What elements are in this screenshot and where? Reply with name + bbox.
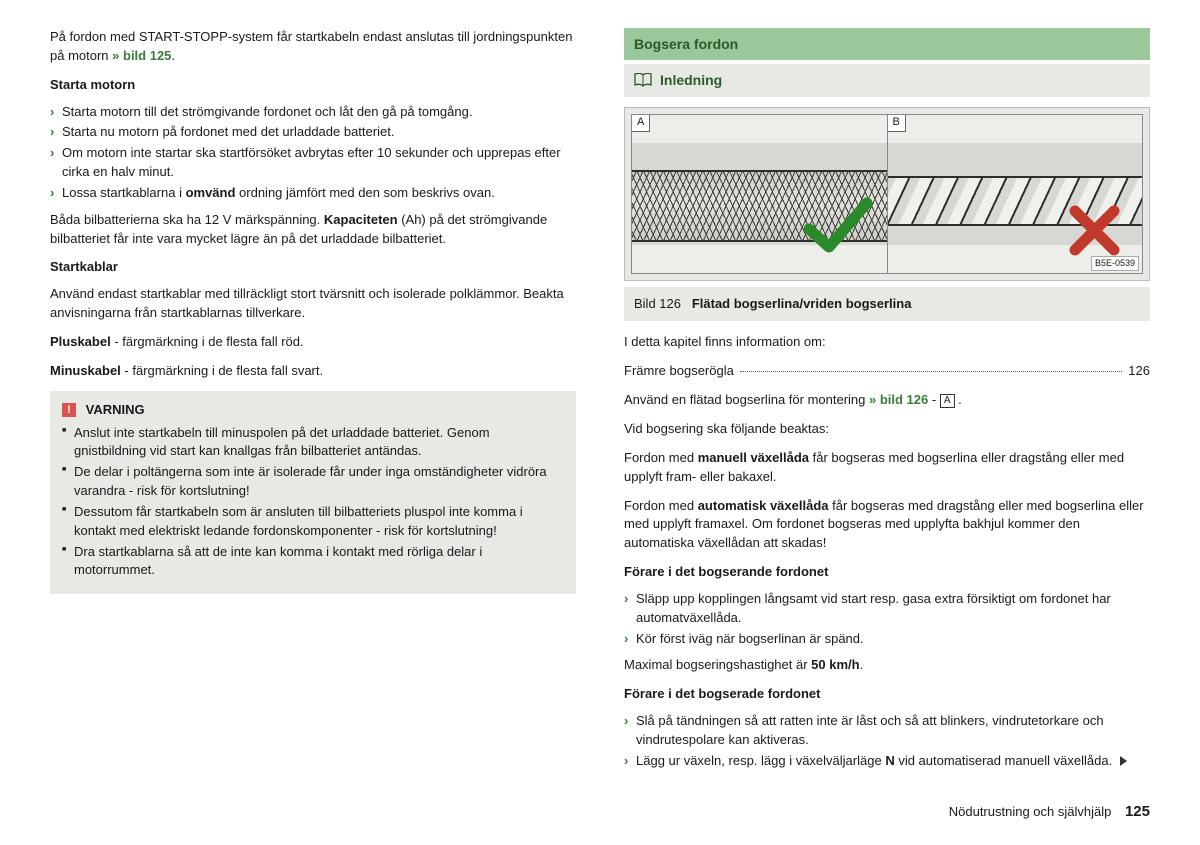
sub-header-label: Inledning [660, 70, 722, 90]
list-item: Starta nu motorn på fordonet med det url… [50, 123, 576, 142]
varning-box: ! VARNING Anslut inte startkabeln till m… [50, 391, 576, 595]
max-speed-line: Maximal bogseringshastighet är 50 km/h. [624, 656, 1150, 675]
figure-panel-a: A [632, 115, 887, 273]
varning-label: VARNING [86, 402, 145, 417]
startkablar-heading: Startkablar [50, 258, 576, 277]
caption-prefix: Bild 126 [634, 296, 681, 311]
use-rope-text: Använd en flätad bogserlina för monterin… [624, 392, 869, 407]
driver-towed-heading: Förare i det bogserade fordonet [624, 685, 1150, 704]
list-item: Om motorn inte startar ska startförsöket… [50, 144, 576, 182]
right-column: Bogsera fordon Inledning A B [616, 28, 1150, 825]
use-rope-tail: . [958, 392, 962, 407]
figure-126: A B B5E-0539 [624, 107, 1150, 281]
list-item: Dessutom får startkabeln som är ansluten… [62, 503, 564, 541]
starta-motorn-list: Starta motorn till det strömgivande ford… [50, 103, 576, 203]
list-item: Dra startkablarna så att de inte kan kom… [62, 543, 564, 581]
book-icon [634, 73, 652, 87]
checkmark-icon [803, 195, 873, 255]
list-item: Anslut inte startkabeln till minuspolen … [62, 424, 564, 462]
attention-line: Vid bogsering ska följande beaktas: [624, 420, 1150, 439]
driver-towing-list: Släpp upp kopplingen långsamt vid start … [624, 590, 1150, 649]
list-item: Starta motorn till det strömgivande ford… [50, 103, 576, 122]
use-rope-line: Använd en flätad bogserlina för monterin… [624, 391, 1150, 410]
list-item: Lossa startkablarna i omvänd ordning jäm… [50, 184, 576, 203]
intro-paragraph: På fordon med START-STOPP-system får sta… [50, 28, 576, 66]
figure-row: A B B5E-0539 [631, 114, 1143, 274]
figure-panel-b: B B5E-0539 [887, 115, 1143, 273]
list-item: Slå på tändningen så att ratten inte är … [624, 712, 1150, 750]
varning-title: ! VARNING [62, 401, 564, 420]
manual-gearbox-paragraph: Fordon med manuell växellåda får bogsera… [624, 449, 1150, 487]
footer-text: Nödutrustning och självhjälp [949, 804, 1112, 819]
ref-box-a: A [940, 394, 955, 408]
toc-label: Främre bogserögla [624, 362, 734, 381]
caption-text: Flätad bogserlina/vriden bogserlina [692, 296, 912, 311]
list-item: De delar i poltängerna som inte är isole… [62, 463, 564, 501]
chapter-info-intro: I detta kapitel finns information om: [624, 333, 1150, 352]
figure-label-a: A [632, 115, 650, 132]
list-item: Lägg ur växeln, resp. lägg i växelväljar… [624, 752, 1150, 771]
driver-towing-heading: Förare i det bogserande fordonet [624, 563, 1150, 582]
toc-page: 126 [1128, 362, 1150, 381]
toc-line: Främre bogserögla 126 [624, 362, 1150, 381]
pluskabel-line: Pluskabel - färgmärkning i de flesta fal… [50, 333, 576, 352]
varning-list: Anslut inte startkabeln till minuspolen … [62, 424, 564, 581]
left-column: På fordon med START-STOPP-system får sta… [50, 28, 576, 825]
driver-towed-list: Slå på tändningen så att ratten inte är … [624, 712, 1150, 771]
starta-motorn-heading: Starta motorn [50, 76, 576, 95]
page-number: 125 [1125, 803, 1150, 820]
figure-caption: Bild 126 Flätad bogserlina/vriden bogser… [624, 287, 1150, 322]
sub-header: Inledning [624, 64, 1150, 96]
startkablar-paragraph: Använd endast startkablar med tillräckli… [50, 285, 576, 323]
cross-icon [1067, 203, 1122, 258]
bild-126-link[interactable]: » bild 126 [869, 392, 928, 407]
figure-label-b: B [888, 115, 906, 132]
figure-code: B5E-0539 [1091, 256, 1139, 271]
continuation-arrow-icon [1120, 756, 1127, 766]
minuskabel-line: Minuskabel - färgmärkning i de flesta fa… [50, 362, 576, 381]
bild-125-link[interactable]: » bild 125 [112, 48, 171, 63]
warning-icon: ! [62, 403, 76, 417]
list-item: Kör först iväg när bogserlinan är spänd. [624, 630, 1150, 649]
auto-gearbox-paragraph: Fordon med automatisk växellåda får bogs… [624, 497, 1150, 554]
toc-dots [740, 371, 1122, 372]
kapacitet-paragraph: Båda bilbatterierna ska ha 12 V märkspän… [50, 211, 576, 249]
section-header: Bogsera fordon [624, 28, 1150, 60]
page-footer: Nödutrustning och självhjälp 125 [949, 801, 1150, 823]
list-item: Släpp upp kopplingen långsamt vid start … [624, 590, 1150, 628]
